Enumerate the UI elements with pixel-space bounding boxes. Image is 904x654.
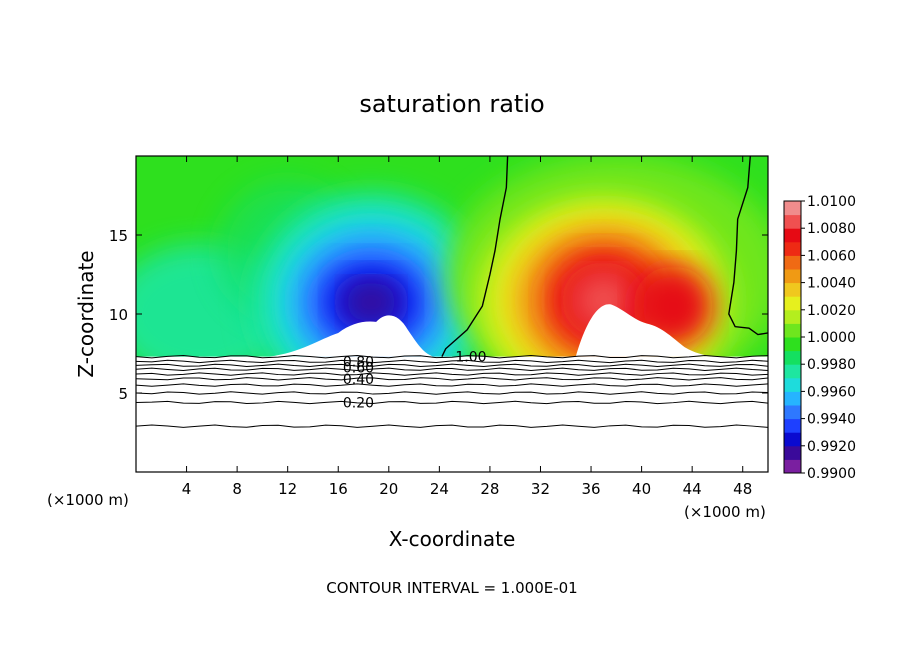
colorbar-label: 0.9920 (807, 439, 856, 455)
y-tick-label: 5 (118, 385, 128, 403)
x-tick-label: 4 (182, 480, 192, 498)
colorbar-swatch (784, 418, 801, 433)
colorbar-label: 1.0020 (807, 303, 856, 319)
colorbar-swatch (784, 432, 801, 447)
contour-line-0.8 (136, 363, 768, 368)
contour-line-0.7 (136, 367, 768, 371)
colorbar-label: 0.9900 (807, 466, 856, 482)
contour-line-0.9 (136, 359, 768, 364)
x-tick-label: 12 (278, 480, 297, 498)
x-tick-label: 36 (581, 480, 600, 498)
x-axis-label: X-coordinate (389, 527, 516, 551)
x-tick-label: 28 (480, 480, 499, 498)
y-axis-ticks: 5 10 15 (109, 227, 768, 403)
colorbar: 1.0100 1.0080 1.0060 1.0040 1.0020 1.0000 0.99… (783, 194, 856, 482)
cloud-mound-west (268, 315, 434, 357)
x-unit-left: (×1000 m) (47, 491, 129, 509)
x-tick-label: 44 (683, 480, 702, 498)
contour-label: 1.00 (455, 350, 486, 366)
colorbar-swatch (784, 296, 801, 311)
colorbar-swatch (784, 201, 801, 216)
y-tick-label: 15 (109, 227, 128, 245)
x-tick-label: 40 (632, 480, 651, 498)
colorbar-swatch (784, 445, 801, 460)
x-tick-label: 24 (430, 480, 449, 498)
contour-line-1.00-east (728, 156, 768, 336)
colorbar-swatch (784, 459, 801, 474)
colorbar-swatch (784, 309, 801, 324)
contour-interval-footer: CONTOUR INTERVAL = 1.000E-01 (326, 579, 577, 597)
contour-line-0.5 (136, 377, 768, 381)
x-axis-ticks: 4 8 12 16 20 24 28 32 36 40 44 48 (182, 156, 752, 498)
x-unit-right: (×1000 m) (684, 503, 766, 521)
contour-label: 0.60 (343, 361, 374, 377)
colorbar-label: 1.0100 (807, 194, 856, 210)
y-tick-label: 10 (109, 306, 128, 324)
contour-line-1 (136, 354, 768, 359)
x-tick-label: 20 (379, 480, 398, 498)
colorbar-label: 0.9940 (807, 412, 856, 428)
colorbar-swatch (784, 255, 801, 270)
below-cloud-base (136, 356, 768, 472)
contour-label: 0.80 (343, 354, 374, 370)
colorbar-swatch (784, 337, 801, 352)
colorbar-swatch (784, 323, 801, 338)
contour-lines: 1.00 0.800.600.40 0.20 (136, 156, 768, 428)
x-tick-label: 8 (232, 480, 242, 498)
colorbar-label: 1.0080 (807, 221, 856, 237)
contour-line-0.2 (136, 400, 768, 405)
colorbar-label: 0.9980 (807, 357, 856, 373)
contour-line-0.6 (136, 372, 768, 376)
colorbar-label: 0.9960 (807, 384, 856, 400)
colorbar-swatch (784, 214, 801, 229)
x-tick-label: 16 (329, 480, 348, 498)
cloud-mound-east (575, 304, 713, 357)
colorbar-swatch (784, 391, 801, 406)
colorbar-label: 1.0040 (807, 276, 856, 292)
colorbar-label: 1.0000 (807, 330, 856, 346)
saturation-field (136, 156, 768, 472)
colorbar-swatch (784, 241, 801, 256)
y-axis-label: Z-coordinate (74, 250, 98, 377)
colorbar-swatch (784, 377, 801, 392)
contour-label: 0.20 (343, 395, 374, 411)
minimum-ring-6 (345, 282, 398, 323)
colorbar-swatch (784, 269, 801, 284)
colorbar-swatch (784, 350, 801, 365)
x-tick-label: 32 (531, 480, 550, 498)
colorbar-swatch (784, 364, 801, 379)
contour-line-0.4 (136, 383, 768, 387)
x-tick-label: 48 (733, 480, 752, 498)
chart-title: saturation ratio (359, 90, 544, 118)
colorbar-swatch (784, 282, 801, 297)
contour-label: 0.40 (343, 372, 374, 388)
colorbar-swatch (784, 228, 801, 243)
colorbar-swatch (784, 405, 801, 420)
contour-line-0.3 (136, 391, 768, 395)
colorbar-label: 1.0060 (807, 248, 856, 264)
contour-line-1.00-west (441, 156, 509, 357)
contour-line-0.1 (136, 424, 768, 428)
